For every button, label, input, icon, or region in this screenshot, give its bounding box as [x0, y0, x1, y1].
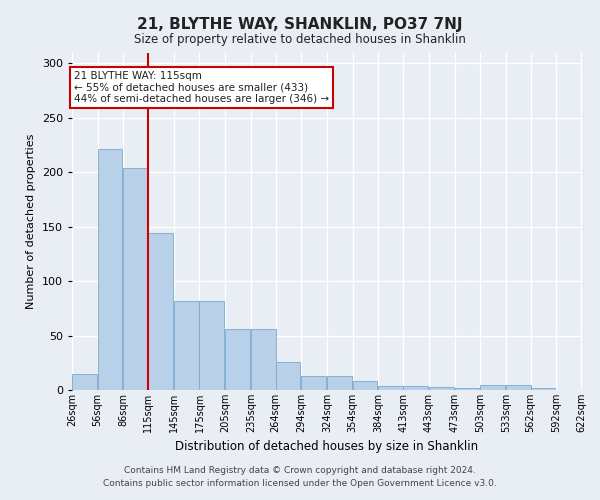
Bar: [403, 386, 428, 390]
Bar: [480, 384, 505, 390]
Bar: [455, 388, 479, 390]
Bar: [72, 374, 97, 390]
Bar: [124, 168, 148, 390]
Bar: [174, 300, 199, 390]
Bar: [251, 329, 275, 390]
Bar: [379, 386, 403, 390]
Bar: [225, 329, 250, 390]
Bar: [301, 376, 326, 390]
Bar: [275, 362, 301, 390]
Bar: [429, 386, 454, 390]
Bar: [148, 233, 173, 390]
Bar: [327, 376, 352, 390]
X-axis label: Distribution of detached houses by size in Shanklin: Distribution of detached houses by size …: [175, 440, 479, 454]
Bar: [353, 382, 377, 390]
Y-axis label: Number of detached properties: Number of detached properties: [26, 134, 36, 309]
Bar: [506, 384, 530, 390]
Text: 21 BLYTHE WAY: 115sqm
← 55% of detached houses are smaller (433)
44% of semi-det: 21 BLYTHE WAY: 115sqm ← 55% of detached …: [74, 71, 329, 104]
Bar: [199, 300, 224, 390]
Bar: [530, 388, 556, 390]
Text: 21, BLYTHE WAY, SHANKLIN, PO37 7NJ: 21, BLYTHE WAY, SHANKLIN, PO37 7NJ: [137, 18, 463, 32]
Text: Contains HM Land Registry data © Crown copyright and database right 2024.
Contai: Contains HM Land Registry data © Crown c…: [103, 466, 497, 487]
Bar: [98, 150, 122, 390]
Text: Size of property relative to detached houses in Shanklin: Size of property relative to detached ho…: [134, 32, 466, 46]
